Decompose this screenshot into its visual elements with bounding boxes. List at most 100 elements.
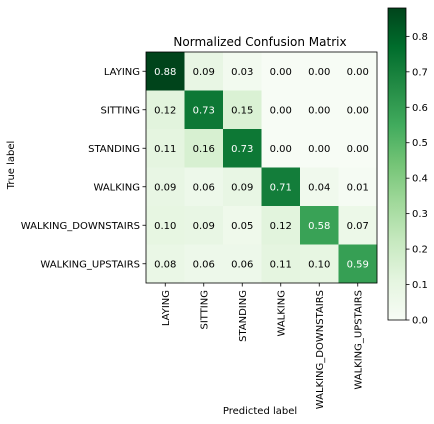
x-axis-ticks: LAYING SITTING STANDING WALKING WALKING_DOWN… [161, 283, 364, 409]
heatmap-cell [184, 129, 224, 168]
x-tick-label: WALKING_UPSTAIRS [353, 290, 364, 390]
cell-value-label: 0.04 [308, 182, 330, 193]
heatmap-cell [184, 52, 224, 91]
heatmap-cell [261, 129, 301, 168]
cell-value-label: 0.12 [270, 221, 292, 232]
cell-value-label: 0.09 [231, 182, 253, 193]
y-tick-label: WALKING_DOWNSTAIRS [21, 221, 140, 232]
cell-value-label: 0.16 [193, 144, 215, 155]
heatmap-cell [223, 129, 262, 168]
cell-value-label: 0.00 [308, 144, 330, 155]
cell-value-label: 0.00 [270, 105, 292, 116]
heatmap-cell [223, 52, 262, 91]
cell-value-label: 0.07 [347, 221, 369, 232]
colorbar-tick-label: 0.0 [412, 316, 428, 327]
heatmap-cell [338, 52, 378, 91]
heatmap-cell [146, 90, 185, 130]
cell-value-label: 0.08 [154, 259, 176, 270]
cell-value-label: 0.09 [193, 67, 215, 78]
cell-value-label: 0.00 [347, 67, 369, 78]
colorbar-tick-label: 0.3 [412, 209, 428, 220]
cell-value-label: 0.88 [154, 67, 176, 78]
y-tick-label: WALKING_UPSTAIRS [40, 259, 140, 270]
cell-value-label: 0.71 [270, 182, 292, 193]
heatmap-cell [261, 244, 301, 284]
heatmap-cell [223, 206, 262, 245]
x-tick-label: LAYING [161, 290, 172, 326]
heatmap-cell [300, 244, 339, 284]
cell-value-label: 0.01 [347, 182, 369, 193]
heatmap-cell [146, 206, 185, 245]
cell-value-label: 0.00 [270, 144, 292, 155]
colorbar-ticks: 0.0 0.1 0.2 0.3 0.4 0.5 0.6 0.7 0.8 [406, 32, 428, 327]
y-axis-label: True label [6, 141, 17, 191]
cell-value-label: 0.00 [347, 144, 369, 155]
heatmap-cell [338, 206, 378, 245]
heatmap-cell [338, 90, 378, 130]
colorbar-tick-label: 0.6 [412, 103, 428, 114]
x-axis-label: Predicted label [223, 406, 297, 417]
cell-value-label: 0.05 [231, 221, 253, 232]
y-tick-label: STANDING [88, 144, 140, 155]
cell-value-label: 0.00 [347, 105, 369, 116]
heatmap-cell [146, 52, 185, 91]
cell-value-label: 0.09 [193, 221, 215, 232]
cell-value-label: 0.09 [154, 182, 176, 193]
heatmap-cell [338, 244, 378, 284]
cell-value-label: 0.00 [308, 105, 330, 116]
heatmap-cell [300, 129, 339, 168]
cell-value-label: 0.11 [154, 144, 176, 155]
colorbar-tick-label: 0.7 [412, 67, 428, 78]
heatmap-cell [261, 167, 301, 207]
cell-value-label: 0.00 [308, 67, 330, 78]
colorbar-tick-label: 0.5 [412, 138, 428, 149]
x-tick-label: WALKING_DOWNSTAIRS [315, 290, 326, 409]
cell-value-label: 0.10 [154, 221, 176, 232]
heatmap-cell [146, 244, 185, 284]
heatmap-cell [338, 129, 378, 168]
cell-value-label: 0.12 [154, 105, 176, 116]
heatmap-cell [300, 206, 339, 245]
heatmap-cell-labels: 0.88 0.09 0.03 0.00 0.00 0.00 0.12 0.73 0.15 0.00… [154, 67, 369, 271]
heatmap-cell [184, 244, 224, 284]
heatmap-cell [261, 52, 301, 91]
chart-title: Normalized Confusion Matrix [173, 35, 346, 49]
cell-value-label: 0.06 [193, 259, 215, 270]
plot-frame [145, 51, 378, 284]
heatmap-cell [184, 90, 224, 130]
heatmap-cell [300, 90, 339, 130]
heatmap-cell [184, 206, 224, 245]
cell-value-label: 0.03 [231, 67, 253, 78]
cell-value-label: 0.06 [231, 259, 253, 270]
colorbar-tick-label: 0.4 [412, 174, 428, 185]
heatmap-cell [261, 90, 301, 130]
heatmap-cell [184, 167, 224, 207]
y-tick-label: LAYING [104, 67, 140, 78]
heatmap-cells [146, 52, 378, 284]
cell-value-label: 0.59 [347, 259, 369, 270]
x-tick-label: STANDING [238, 290, 249, 342]
heatmap-cell [223, 90, 262, 130]
heatmap-cell [223, 244, 262, 284]
heatmap-cell [338, 167, 378, 207]
heatmap-cell [300, 167, 339, 207]
y-axis-ticks: LAYING SITTING STANDING WALKING WALKING_DOWN… [21, 67, 146, 270]
heatmap-cell [300, 52, 339, 91]
colorbar-tick-label: 0.8 [412, 32, 428, 43]
y-tick-label: WALKING [94, 182, 141, 193]
colorbar-tick-label: 0.2 [412, 245, 428, 256]
colorbar-tick-label: 0.1 [412, 280, 428, 291]
colorbar [387, 7, 407, 321]
cell-value-label: 0.10 [308, 259, 330, 270]
cell-value-label: 0.11 [270, 259, 292, 270]
cell-value-label: 0.00 [270, 67, 292, 78]
heatmap-cell [146, 129, 185, 168]
cell-value-label: 0.58 [308, 221, 330, 232]
heatmap-cell [261, 206, 301, 245]
x-tick-label: WALKING [276, 290, 287, 337]
x-tick-label: SITTING [199, 290, 210, 330]
cell-value-label: 0.73 [193, 105, 215, 116]
heatmap-cell [146, 167, 185, 207]
cell-value-label: 0.15 [231, 105, 253, 116]
